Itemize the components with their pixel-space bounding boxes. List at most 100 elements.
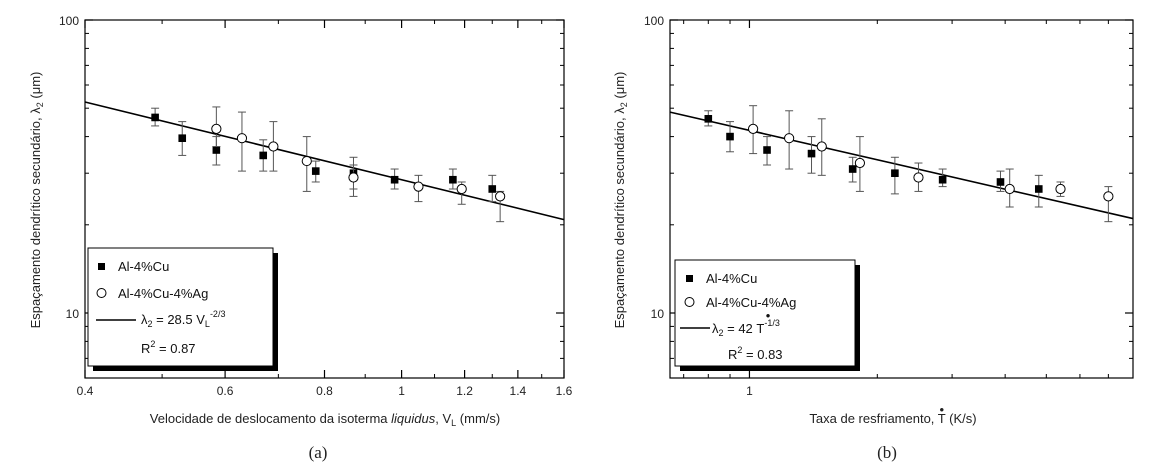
circle-marker bbox=[211, 123, 222, 134]
data-point-square bbox=[311, 160, 320, 183]
legend-entry-2: Al-4%Cu-4%Ag bbox=[706, 295, 796, 310]
legend-r-squared: R2 = 0.87 bbox=[141, 339, 196, 356]
power-law-fit-line bbox=[669, 111, 1134, 220]
square-marker bbox=[726, 132, 734, 141]
data-point-circle bbox=[413, 174, 424, 203]
x-axis-label: Velocidade de deslocamento da isoterma l… bbox=[150, 411, 500, 428]
data-point-square bbox=[1034, 174, 1043, 208]
panel-label-a: (a) bbox=[309, 443, 328, 462]
circle-marker bbox=[1004, 183, 1015, 195]
fit-line bbox=[84, 101, 565, 221]
circle-marker bbox=[816, 141, 827, 152]
data-point-square bbox=[807, 136, 816, 174]
x-tick-label: 1 bbox=[398, 384, 405, 398]
tick-marks bbox=[84, 19, 565, 379]
legend-circle-marker bbox=[684, 297, 695, 307]
y-tick-label: 10 bbox=[66, 307, 80, 321]
data-point-square bbox=[448, 168, 457, 190]
square-marker bbox=[704, 115, 713, 123]
circle-marker bbox=[1103, 191, 1114, 202]
tick-marks bbox=[670, 19, 1133, 379]
square-marker bbox=[1034, 185, 1043, 193]
square-marker bbox=[311, 167, 320, 175]
data-point-square bbox=[848, 156, 857, 183]
circle-marker bbox=[301, 155, 312, 167]
data-point-circle bbox=[211, 106, 222, 148]
data-point-circle bbox=[495, 190, 506, 223]
data-point-square bbox=[390, 168, 399, 190]
x-tick-label: 1 bbox=[746, 384, 753, 398]
data-point-circle bbox=[456, 181, 467, 205]
data-point-square bbox=[938, 168, 947, 188]
legend: Al-4%Cu Al-4%Cu-4%Ag λ2 = 28.5 VL-2/3 R2… bbox=[87, 247, 278, 371]
data-point-circle bbox=[1055, 181, 1066, 197]
data-point-square bbox=[259, 139, 268, 172]
x-tick-label: 0.8 bbox=[316, 384, 333, 398]
data-point-circle bbox=[268, 121, 279, 172]
square-marker bbox=[996, 178, 1005, 186]
square-marker bbox=[212, 146, 221, 154]
legend-box bbox=[674, 259, 856, 367]
circle-marker bbox=[236, 133, 248, 144]
y-axis-label: Espaçamento dendrítico secundário, λ2 (μ… bbox=[28, 72, 45, 329]
legend-square-marker bbox=[98, 263, 105, 270]
square-marker bbox=[807, 149, 816, 158]
square-marker bbox=[488, 185, 497, 193]
data-point-circle bbox=[816, 118, 827, 176]
square-marker bbox=[938, 175, 947, 184]
square-marker bbox=[178, 134, 187, 142]
data-point-square bbox=[763, 136, 772, 166]
data-point-circle bbox=[784, 110, 795, 170]
circle-marker bbox=[456, 183, 467, 195]
circle-marker bbox=[913, 172, 924, 183]
data-point-square bbox=[996, 170, 1005, 192]
legend-r-squared: R2 = 0.83 bbox=[728, 345, 783, 362]
legend-circle-marker bbox=[96, 288, 107, 298]
data-point-square bbox=[488, 174, 497, 203]
data-point-circle bbox=[1103, 186, 1114, 223]
legend-entry-1: Al-4%Cu bbox=[706, 271, 757, 286]
x-tick-labels: 0.4 0.6 0.8 1 1.2 1.4 1.6 bbox=[77, 384, 573, 398]
data-points bbox=[151, 106, 506, 223]
x-tick-labels: 1 bbox=[746, 384, 753, 398]
data-point-square bbox=[151, 107, 160, 127]
data-points bbox=[704, 105, 1114, 223]
y-tick-label: 10 bbox=[651, 307, 665, 321]
data-point-square bbox=[890, 156, 899, 195]
square-marker bbox=[390, 175, 399, 184]
circle-marker bbox=[748, 123, 759, 134]
square-marker bbox=[151, 113, 159, 122]
x-tick-label: 1.4 bbox=[510, 384, 527, 398]
panel-label-b: (b) bbox=[877, 443, 897, 462]
legend: Al-4%Cu Al-4%Cu-4%Ag λ2 = 42 T-1/3 • R2 … bbox=[674, 259, 860, 371]
circle-marker bbox=[413, 181, 424, 192]
legend-entry-1: Al-4%Cu bbox=[118, 259, 169, 274]
dot-accent: • bbox=[766, 308, 771, 323]
circle-marker bbox=[784, 133, 795, 144]
data-point-circle bbox=[854, 136, 866, 192]
data-point-circle bbox=[301, 136, 312, 192]
dot-accent: • bbox=[940, 402, 945, 417]
circle-marker bbox=[1055, 183, 1066, 195]
legend-square-marker bbox=[686, 275, 693, 282]
plot-frame bbox=[669, 19, 1134, 379]
square-marker bbox=[763, 146, 771, 154]
x-axis-label: Taxa de resfriamento, T (K/s) bbox=[809, 411, 976, 426]
chart-panel-a: 100 10 0.4 0.6 0.8 1 1.2 1.4 1.6 Velocid… bbox=[28, 14, 573, 462]
square-marker bbox=[259, 151, 268, 160]
circle-marker bbox=[854, 157, 866, 169]
power-law-fit-line bbox=[84, 101, 565, 221]
chart-panel-b: 100 10 1 Taxa de resfriamento, T (K/s) •… bbox=[612, 14, 1134, 462]
data-point-square bbox=[726, 121, 735, 153]
y-tick-label: 100 bbox=[644, 14, 664, 28]
data-point-circle bbox=[748, 105, 759, 155]
legend-fit-equation: λ2 = 42 T-1/3 bbox=[712, 318, 780, 338]
data-point-circle bbox=[348, 164, 359, 197]
square-marker bbox=[848, 165, 857, 173]
circle-marker bbox=[495, 191, 506, 202]
y-axis-label: Espaçamento dendrítico secundário, λ2 (μ… bbox=[612, 72, 629, 329]
square-marker bbox=[891, 169, 899, 178]
x-tick-label: 1.6 bbox=[556, 384, 573, 398]
data-point-square bbox=[704, 110, 713, 127]
